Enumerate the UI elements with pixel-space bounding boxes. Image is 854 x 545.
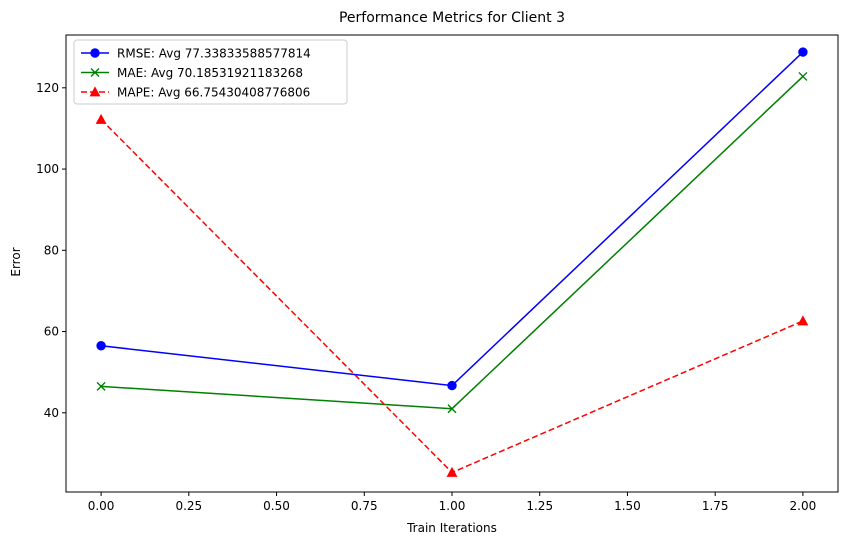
data-point-rmse (447, 380, 457, 391)
legend-label-rmse: RMSE: Avg 77.33833588577814 (117, 47, 311, 61)
series-line-mape (100, 118, 804, 474)
legend-label-mae: MAE: Avg 70.18531921183268 (117, 66, 303, 80)
data-point-mae-stroke (96, 381, 106, 391)
series-line-mae (101, 75, 804, 410)
legend-item-rmse: RMSE: Avg 77.33833588577814 (81, 47, 311, 61)
x-tick-label: 1.00 (439, 499, 466, 513)
legend: RMSE: Avg 77.33833588577814 MAE: Avg 70.1… (73, 39, 348, 105)
x-tick-label: 1.50 (614, 499, 641, 513)
data-point-rmse (798, 47, 808, 57)
x-tick-label: 1.25 (526, 499, 553, 513)
y-tick-label: 40 (44, 406, 59, 420)
series-mae (96, 71, 808, 414)
x-tick-label: 0.75 (351, 499, 378, 513)
data-point-mae-stroke (447, 404, 457, 414)
data-point-mape (797, 315, 809, 326)
data-point-mae (96, 381, 106, 391)
legend-box (73, 39, 348, 105)
data-point-mae (798, 71, 808, 81)
x-tick-label: 1.75 (702, 499, 729, 513)
y-tick-label: 80 (44, 243, 59, 257)
y-tick-label: 120 (36, 81, 59, 95)
y-tick-label: 60 (44, 325, 59, 339)
x-tick-label: 0.50 (263, 499, 290, 513)
series-rmse (96, 47, 808, 391)
legend-item-mape: MAPE: Avg 66.75430408776806 (81, 86, 310, 100)
legend-label-mape: MAPE: Avg 66.75430408776806 (117, 86, 310, 100)
legend-marker-mae (90, 68, 100, 77)
y-tick-label: 100 (36, 162, 59, 176)
data-point-mape (446, 466, 458, 477)
x-tick-label: 0.25 (175, 499, 202, 513)
legend-marker-mae-stroke (90, 68, 100, 77)
data-point-mae-stroke (798, 71, 808, 81)
x-tick-label: 2.00 (790, 499, 817, 513)
legend-marker-rmse (90, 48, 100, 58)
legend-item-mae: MAE: Avg 70.18531921183268 (81, 66, 303, 80)
y-axis-label: Error (9, 247, 23, 276)
legend-marker-mape (89, 86, 101, 97)
x-tick-label: 0.00 (88, 499, 115, 513)
data-point-rmse (96, 341, 106, 351)
data-point-mae (447, 404, 457, 414)
data-point-mape (95, 113, 107, 124)
plot-area: 0.00 0.25 0.50 0.75 1.00 1.25 1.50 1.75 2.00 40 60… (36, 34, 839, 513)
x-axis-label: Train Iterations (406, 521, 497, 535)
chart-title: Performance Metrics for Client 3 (339, 10, 565, 26)
series-mape (95, 113, 809, 477)
